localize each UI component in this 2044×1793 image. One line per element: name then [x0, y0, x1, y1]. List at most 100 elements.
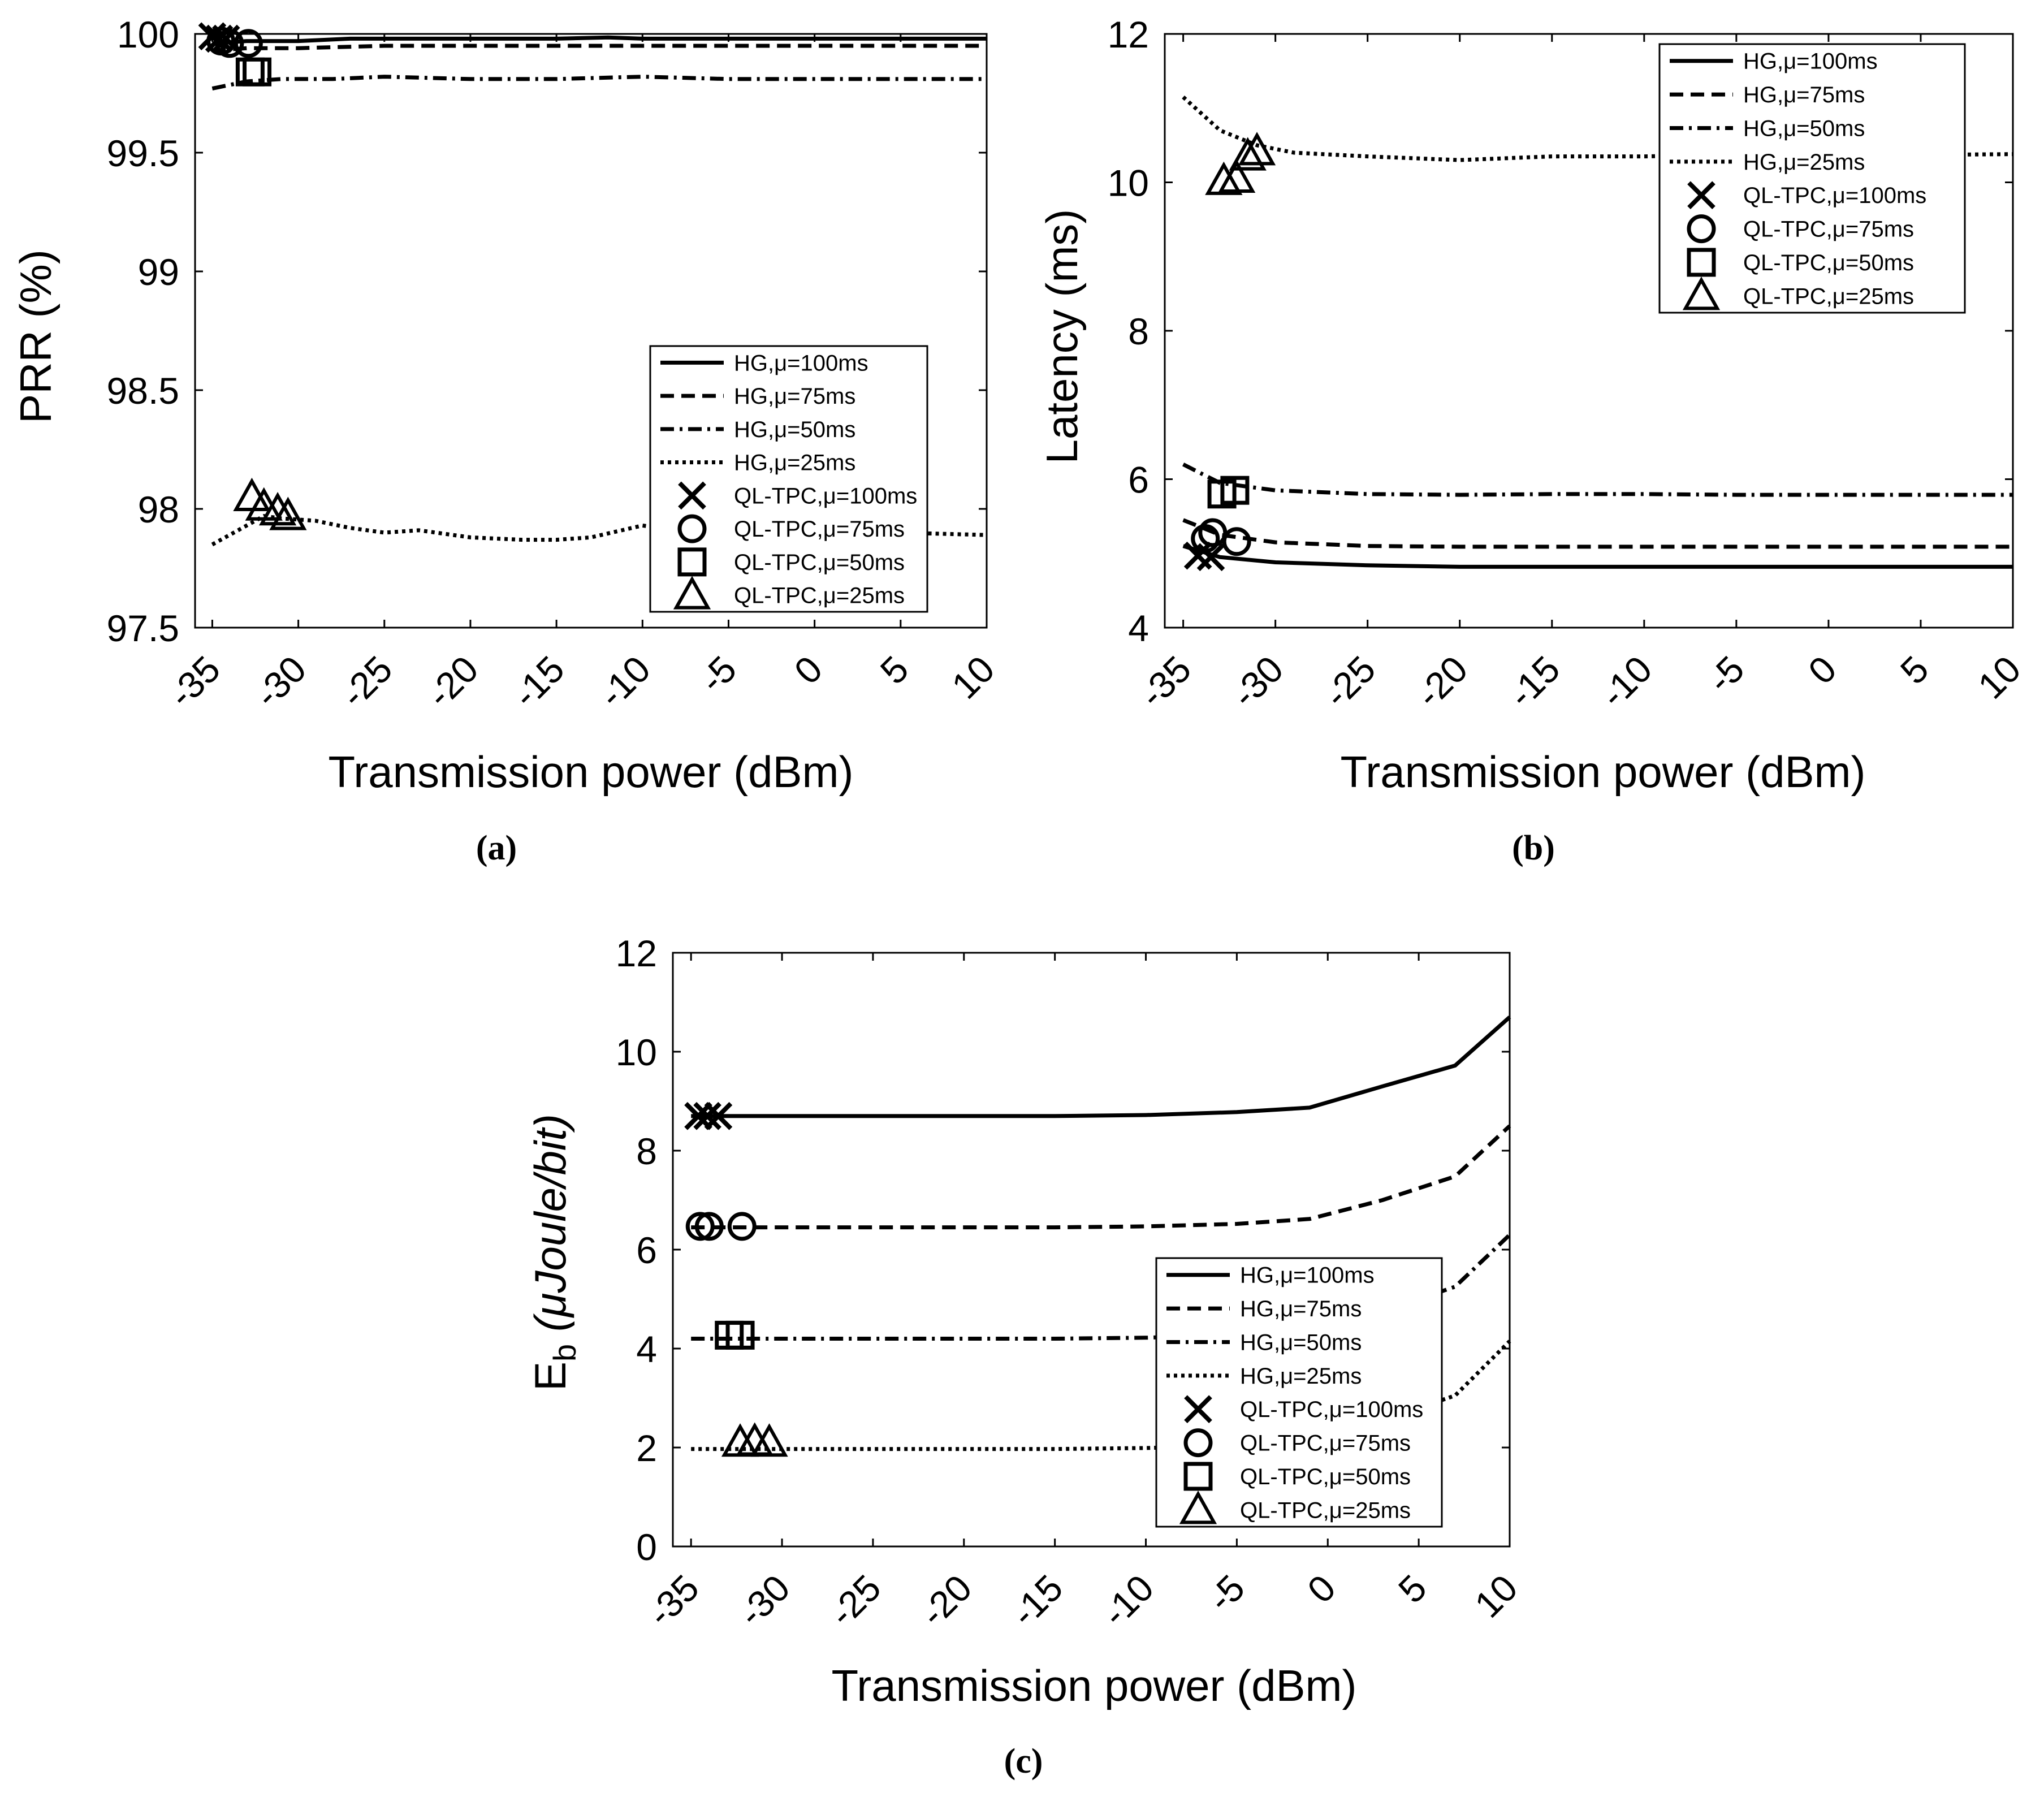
- panel-b-series-markers: [1183, 132, 1276, 572]
- x-tick-label: -15: [1500, 648, 1568, 716]
- legend-marker-sample: [677, 514, 707, 543]
- y-tick-label: 2: [636, 1427, 657, 1469]
- legend-box: [1658, 43, 1966, 314]
- data-point-marker: [693, 1101, 721, 1130]
- data-point-marker: [234, 29, 263, 58]
- series-line: [212, 44, 987, 53]
- legend-entry-label: QL-TPC,μ=25ms: [1240, 1498, 1411, 1523]
- series-line: [1182, 518, 2013, 549]
- legend-box: [649, 345, 928, 613]
- y-tick-label: 99.5: [107, 132, 179, 174]
- legend-marker-sample: [1687, 214, 1716, 244]
- data-point-marker: [1229, 137, 1267, 171]
- y-tick-label: 98: [138, 489, 179, 530]
- legend-marker-sample: [1183, 1428, 1213, 1458]
- y-tick-label: 10: [1108, 162, 1149, 204]
- data-point-marker: [243, 57, 272, 87]
- y-tick-label: 4: [1128, 607, 1149, 649]
- data-point-marker: [269, 496, 307, 530]
- x-tick-label: -30: [1224, 648, 1291, 716]
- x-tick-label: -10: [1094, 1567, 1162, 1635]
- data-point-marker: [704, 1101, 733, 1130]
- x-tick-label: 5: [1892, 648, 1937, 692]
- data-point-marker: [1205, 161, 1243, 195]
- legend-entry-label: QL-TPC,μ=100ms: [1240, 1397, 1423, 1422]
- panel-b-y-axis-label: Latency (ms): [1037, 209, 1087, 464]
- panel-a-x-axis-label: Transmission power (dBm): [329, 747, 854, 797]
- legend-entry-label: QL-TPC,μ=25ms: [734, 584, 905, 608]
- panel-b-axes-box: [1164, 33, 2014, 629]
- data-point-marker: [1222, 527, 1251, 556]
- legend-box: [1155, 1257, 1443, 1528]
- panel-c-y-axis-label-main: E: [525, 1362, 575, 1391]
- legend-marker-sample: [1687, 181, 1715, 210]
- y-tick-label: 0: [636, 1526, 657, 1568]
- panel-c-y-axis-label: Eb (μJoule/bit): [525, 1114, 582, 1391]
- legend-entry-label: HG,μ=75ms: [734, 384, 855, 409]
- panel-b-x-tick-labels: -35 -30 -25 -20 -15 -10 -5 0 5 10: [1131, 648, 2029, 716]
- x-tick-label: -25: [821, 1567, 889, 1635]
- series-line: [212, 35, 987, 46]
- y-tick-label: 100: [117, 14, 179, 55]
- data-point-marker: [750, 1423, 788, 1457]
- x-tick-label: -5: [1199, 1567, 1252, 1620]
- panel-a-y-tick-labels: 97.5 98 98.5 99 99.5 100: [107, 14, 179, 649]
- legend-marker-sample: [1687, 248, 1716, 277]
- y-tick-label: 4: [636, 1328, 657, 1370]
- x-tick-label: -35: [639, 1567, 707, 1635]
- x-tick-label: -15: [504, 648, 572, 716]
- panel-a-series-markers: [198, 22, 307, 530]
- panel-c-caption: (c): [1004, 1742, 1043, 1781]
- series-line: [691, 1124, 1511, 1230]
- panel-c-y-axis-label-subscript: b: [547, 1344, 582, 1362]
- data-point-marker: [725, 1320, 755, 1350]
- legend-entry-label: QL-TPC,μ=75ms: [1240, 1431, 1411, 1456]
- legend-entry-label: QL-TPC,μ=100ms: [1743, 183, 1926, 208]
- legend-marker-sample: [1184, 1395, 1212, 1424]
- legend-marker-sample: [677, 547, 707, 577]
- panel-c-x-axis-label: Transmission power (dBm): [832, 1661, 1357, 1710]
- data-point-marker: [684, 1101, 712, 1130]
- panel-a-caption: (a): [476, 829, 517, 867]
- data-point-marker: [727, 1212, 757, 1241]
- data-point-marker: [694, 1212, 724, 1241]
- x-tick-label: -10: [590, 648, 658, 716]
- x-tick-label: -10: [1592, 648, 1660, 716]
- data-point-marker: [1220, 476, 1250, 505]
- y-tick-label: 10: [616, 1031, 657, 1073]
- y-tick-label: 12: [616, 932, 657, 974]
- series-line: [211, 75, 987, 91]
- x-tick-label: -20: [418, 648, 486, 716]
- series-line: [1182, 544, 2013, 569]
- panel-a-y-axis-label: PRR (%): [11, 249, 61, 424]
- x-tick-label: 5: [1390, 1567, 1434, 1611]
- y-tick-label: 12: [1108, 14, 1149, 55]
- panel-b-latency-chart: -35 -30 -25 -20 -15 -10 -5 0 5 10 4 6 8 10 12 Transmi…: [1037, 14, 2029, 867]
- panel-b-y-tick-labels: 4 6 8 10 12: [1108, 14, 1149, 649]
- legend-entry-label: QL-TPC,μ=25ms: [1743, 284, 1914, 309]
- x-tick-label: -20: [1408, 648, 1476, 716]
- panel-b-caption: (b): [1512, 829, 1555, 867]
- legend-entry-label: HG,μ=100ms: [734, 351, 868, 375]
- x-tick-label: -5: [1699, 648, 1752, 701]
- panel-b-legend: HG,μ=100ms HG,μ=75ms HG,μ=50ms HG,μ=25ms QL-…: [1658, 43, 1966, 314]
- x-tick-label: -5: [692, 648, 745, 701]
- data-point-marker: [1238, 132, 1276, 166]
- data-point-marker: [1191, 524, 1220, 553]
- x-tick-label: -15: [1003, 1567, 1071, 1635]
- panel-c-x-tick-labels: -35 -30 -25 -20 -15 -10 -5 0 5 10: [639, 1567, 1526, 1635]
- legend-marker-sample: [673, 576, 711, 610]
- data-point-marker: [685, 1212, 715, 1241]
- data-point-marker: [215, 29, 244, 58]
- panel-a-prr-chart: -35 -30 -25 -20 -15 -10 -5 0 5 10 97.5 98 98.5 99 99.…: [11, 14, 1002, 867]
- x-tick-label: -20: [912, 1567, 980, 1635]
- legend-entry-label: QL-TPC,μ=50ms: [734, 550, 905, 575]
- series-line: [1182, 463, 2013, 497]
- panel-c-series-markers: [684, 1101, 788, 1457]
- x-tick-label: 10: [1970, 648, 2029, 707]
- panel-b-x-axis-label: Transmission power (dBm): [1341, 747, 1866, 797]
- x-tick-label: 5: [872, 648, 916, 692]
- legend-entry-label: QL-TPC,μ=50ms: [1240, 1464, 1411, 1489]
- x-tick-label: 0: [786, 648, 830, 692]
